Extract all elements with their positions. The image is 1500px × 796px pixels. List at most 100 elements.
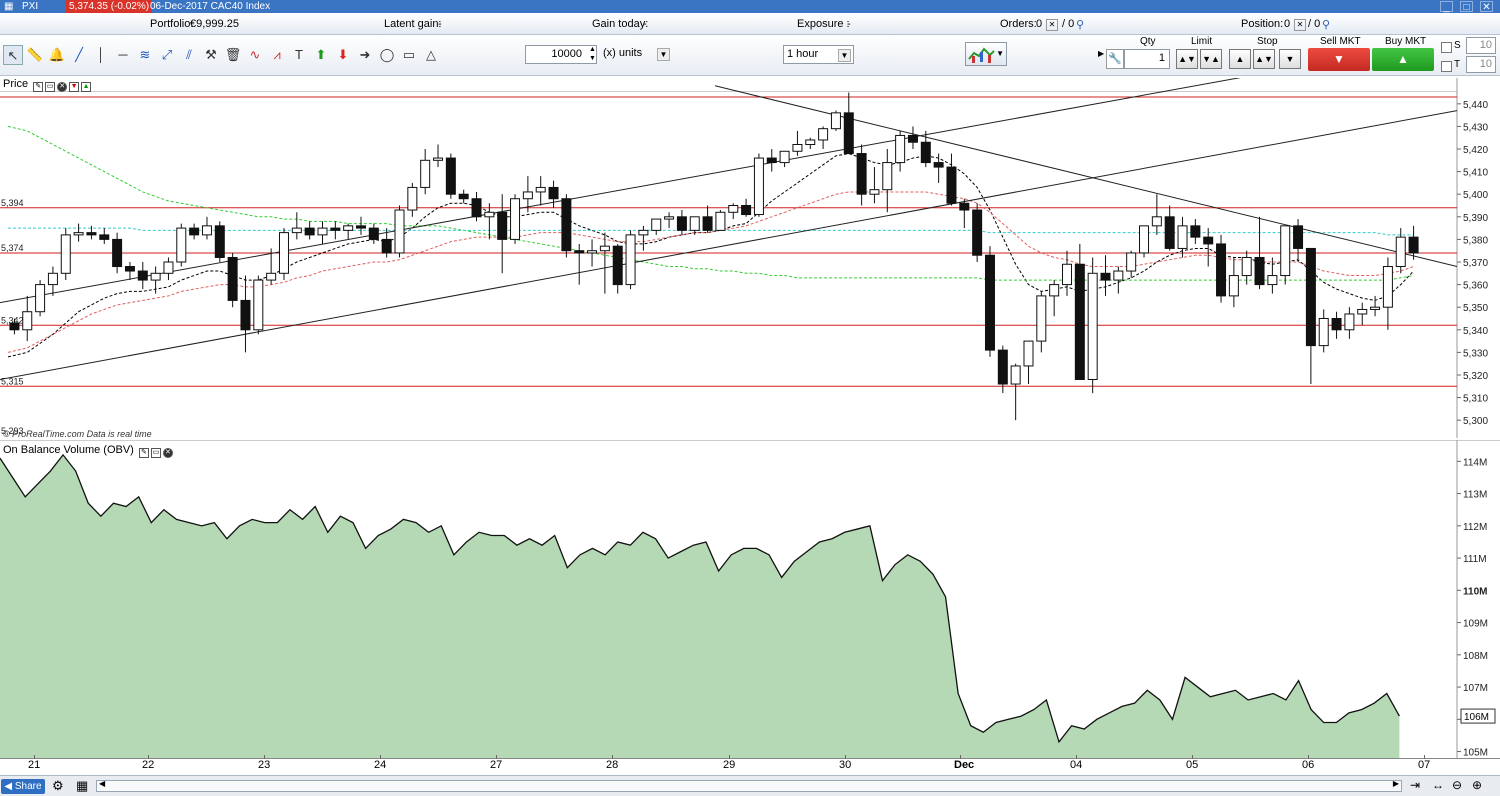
limit-sell-button[interactable]: ▼▲ (1200, 49, 1222, 69)
tools-icon[interactable]: ⚒ (205, 47, 217, 62)
zoom-in-icon[interactable]: ⊕ (1472, 778, 1483, 792)
horizontal-scrollbar[interactable]: ◀ ▶ (96, 779, 1402, 792)
bell-icon[interactable]: 🔔 (48, 47, 66, 62)
position-value: 0 (1284, 18, 1291, 30)
candle-body (1370, 306, 1381, 310)
right-arrow-icon[interactable]: ➜ (359, 47, 371, 62)
wrench-icon[interactable]: ✎ (33, 82, 44, 92)
price-chart[interactable]: 5,300 5,310 5,320 5,330 5,340 5,350 5,360 5,370… (0, 78, 1500, 438)
t-input[interactable]: 10 (1466, 56, 1496, 73)
candle-body (433, 157, 444, 161)
candle-body (343, 225, 354, 231)
candle-body (984, 254, 995, 351)
scroll-end-icon[interactable]: ⇥ (1410, 778, 1421, 792)
pointer-icon[interactable]: ↖ (3, 45, 23, 65)
zigzag-icon[interactable]: ⩘ (273, 47, 281, 62)
maximize-button[interactable]: □ (1460, 1, 1473, 13)
level-label: 5,374 (1, 243, 24, 253)
wave-icon[interactable]: ∿ (249, 47, 261, 62)
scroll-left-icon[interactable]: ◀ (99, 779, 106, 788)
close-orders-icon[interactable]: ✕ (1046, 19, 1058, 31)
latent-gain-value: - (438, 18, 442, 30)
qty-input[interactable]: 1 (1124, 49, 1170, 69)
share-button[interactable]: ◀ Share (1, 779, 45, 794)
candle-body (458, 193, 469, 200)
horizontal-line-icon[interactable]: ─ (118, 47, 128, 62)
down-arrow-icon[interactable]: ⬇ (337, 47, 349, 62)
rectangle-icon[interactable]: ▭ (402, 47, 416, 62)
collapse-arrow-icon[interactable]: ▶ (1098, 49, 1105, 58)
settings-wrench-icon[interactable]: 🔧 (1106, 49, 1124, 69)
candle-body (1100, 272, 1111, 281)
candle-body (946, 166, 957, 204)
stop-mid-button[interactable]: ▲▼ (1253, 49, 1275, 69)
candle-body (445, 157, 456, 195)
fib-icon[interactable]: ≋ (139, 47, 151, 62)
stop-buy-button[interactable]: ▲ (1229, 49, 1251, 69)
indicator-icon[interactable]: ⚙ (52, 778, 64, 793)
obv-chart[interactable]: 105M 106M 107M 108M 109M 110M 111M 112M 113M 114M… (0, 440, 1500, 758)
s-checkbox[interactable] (1441, 42, 1452, 53)
time-axis-label: 05 (1186, 759, 1199, 771)
move-up-icon[interactable]: ▲ (81, 82, 92, 92)
candle-body (882, 162, 893, 191)
level-label: 5,293 (1, 426, 24, 436)
unit-select[interactable]: (x) units ▼ (600, 45, 672, 64)
candle-body (587, 250, 598, 254)
wrench-icon[interactable]: ✎ (138, 448, 149, 458)
timeframe-select[interactable]: 1 hour ▼ (783, 45, 854, 64)
text-icon[interactable]: T (295, 47, 303, 62)
price-tick-label: 5,320 (1463, 371, 1488, 382)
arrows-icon[interactable]: ⤢ (161, 47, 173, 62)
candle-body (1280, 225, 1291, 277)
candle-body (818, 128, 829, 141)
time-axis-label: 23 (258, 759, 271, 771)
trash-icon[interactable]: 🗑 (224, 47, 242, 62)
move-down-icon[interactable]: ▼ (69, 82, 80, 92)
buy-market-button[interactable]: ▲ (1372, 48, 1434, 71)
candle-body (676, 216, 687, 231)
quantity-stepper[interactable]: ▲ ▼ (589, 46, 596, 62)
line-icon[interactable]: ╱ (75, 47, 83, 62)
triangle-icon[interactable]: △ (426, 47, 436, 62)
candle-body (278, 232, 289, 274)
channel-icon[interactable]: ⫽ (186, 47, 192, 62)
candle-body (330, 227, 341, 231)
window-icon[interactable]: ▭ (150, 448, 161, 458)
orders-link-icon[interactable]: ⚲ (1076, 19, 1085, 31)
quantity-input[interactable]: 10000 (525, 45, 597, 64)
candle-body (484, 211, 495, 218)
obv-tick-label: 105M (1463, 748, 1488, 758)
price-tick-label: 5,330 (1463, 348, 1488, 359)
stop-label: Stop (1257, 36, 1278, 47)
candle-body (856, 153, 867, 195)
sell-market-button[interactable]: ▼ (1308, 48, 1370, 71)
position-link-icon[interactable]: ⚲ (1322, 19, 1331, 31)
time-axis-label: 22 (142, 759, 155, 771)
candle-body (612, 245, 623, 286)
ruler-icon[interactable]: 📏 (26, 47, 44, 62)
s-input[interactable]: 10 (1466, 37, 1496, 54)
close-button[interactable]: ✕ (1480, 1, 1493, 13)
chart-type-button[interactable]: ▼ (965, 42, 1007, 66)
close-icon[interactable]: ✕ (162, 448, 173, 458)
t-checkbox[interactable] (1441, 61, 1452, 72)
level-label: 5,342 (1, 315, 24, 325)
scroll-right-icon[interactable]: ▶ (1392, 779, 1399, 788)
zoom-out-icon[interactable]: ⊖ (1452, 778, 1463, 792)
minimize-button[interactable]: _ (1440, 1, 1453, 13)
candle-body (381, 238, 392, 254)
close-position-icon[interactable]: ✕ (1294, 19, 1306, 31)
candle-body (112, 238, 123, 268)
window-icon[interactable]: ▭ (45, 82, 56, 92)
close-icon[interactable]: ✕ (57, 82, 68, 92)
stop-sell-button[interactable]: ▼ (1279, 49, 1301, 69)
vertical-line-icon[interactable]: │ (96, 47, 106, 62)
up-arrow-icon[interactable]: ⬆ (315, 47, 327, 62)
limit-buy-button[interactable]: ▲▼ (1176, 49, 1198, 69)
fit-icon[interactable]: ↔ (1432, 778, 1444, 792)
candle-body (86, 232, 97, 236)
ellipse-icon[interactable]: ◯ (379, 47, 395, 62)
calculator-icon[interactable]: ▦ (76, 778, 89, 793)
share-label: Share (14, 781, 42, 792)
